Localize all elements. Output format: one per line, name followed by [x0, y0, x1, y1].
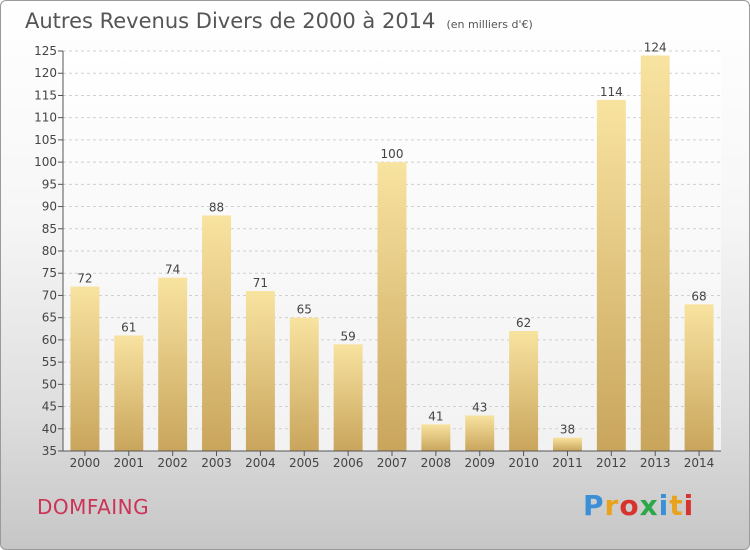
data-label: 43: [472, 400, 487, 414]
x-tick-label: 2008: [421, 456, 452, 470]
y-tick-label: 95: [42, 177, 57, 191]
data-label: 124: [644, 40, 667, 54]
bar: [465, 415, 495, 451]
data-label: 72: [77, 272, 92, 286]
x-tick-label: 2009: [464, 456, 495, 470]
y-tick-label: 45: [42, 400, 57, 414]
data-label: 88: [209, 200, 224, 214]
data-label: 61: [121, 320, 136, 334]
x-tick-label: 2004: [245, 456, 276, 470]
data-label: 100: [381, 147, 404, 161]
x-tick-label: 2010: [508, 456, 539, 470]
y-tick-label: 55: [42, 355, 57, 369]
bar: [289, 317, 319, 451]
y-tick-label: 125: [34, 44, 57, 58]
bar: [421, 424, 451, 451]
x-tick-label: 2014: [684, 456, 715, 470]
chart-title-block: Autres Revenus Divers de 2000 à 2014 (en…: [25, 9, 533, 33]
y-tick-label: 50: [42, 377, 57, 391]
proxiti-logo: Proxiti: [583, 489, 694, 522]
bar: [640, 55, 670, 451]
y-tick-label: 75: [42, 266, 57, 280]
chart-title: Autres Revenus Divers de 2000 à 2014: [25, 9, 436, 33]
brand-letter: t: [669, 489, 684, 522]
bar: [509, 331, 539, 451]
bar: [202, 215, 232, 451]
x-tick-label: 2007: [377, 456, 408, 470]
bar: [596, 99, 626, 451]
brand-letter: P: [583, 489, 605, 522]
data-label: 41: [428, 409, 443, 423]
bar: [377, 162, 407, 451]
x-tick-label: 2002: [157, 456, 188, 470]
y-tick-label: 70: [42, 288, 57, 302]
bar: [552, 437, 582, 451]
brand-letter: o: [619, 489, 640, 522]
y-tick-label: 115: [34, 88, 57, 102]
bar: [245, 291, 275, 451]
x-tick-label: 2011: [552, 456, 583, 470]
bar: [333, 344, 363, 451]
y-tick-label: 100: [34, 155, 57, 169]
brand-letter: x: [639, 489, 659, 522]
y-tick-label: 85: [42, 222, 57, 236]
brand-letter: i: [658, 489, 670, 522]
x-tick-label: 2005: [289, 456, 320, 470]
bar: [70, 286, 100, 451]
y-tick-label: 80: [42, 244, 57, 258]
y-tick-label: 105: [34, 133, 57, 147]
data-label: 71: [253, 276, 268, 290]
city-label: DOMFAING: [37, 495, 150, 519]
x-tick-label: 2006: [333, 456, 364, 470]
y-tick-label: 120: [34, 66, 57, 80]
y-tick-label: 40: [42, 422, 57, 436]
data-label: 62: [516, 316, 531, 330]
data-label: 68: [691, 289, 706, 303]
x-tick-label: 2000: [70, 456, 101, 470]
data-label: 74: [165, 263, 180, 277]
chart-subtitle: (en milliers d'€): [446, 18, 533, 31]
x-tick-label: 2013: [640, 456, 671, 470]
x-tick-label: 2012: [596, 456, 627, 470]
y-tick-label: 110: [34, 111, 57, 125]
bar: [684, 304, 714, 451]
data-label: 114: [600, 85, 623, 99]
brand-letter: i: [683, 489, 695, 522]
data-label: 65: [297, 303, 312, 317]
x-tick-label: 2003: [201, 456, 232, 470]
bar: [114, 335, 144, 451]
bar: [158, 277, 188, 451]
y-tick-label: 90: [42, 200, 57, 214]
y-tick-label: 60: [42, 333, 57, 347]
brand-letter: r: [604, 489, 620, 522]
y-tick-label: 35: [42, 444, 57, 458]
x-tick-label: 2001: [114, 456, 145, 470]
data-label: 38: [560, 423, 575, 437]
y-tick-label: 65: [42, 311, 57, 325]
data-label: 59: [340, 329, 355, 343]
